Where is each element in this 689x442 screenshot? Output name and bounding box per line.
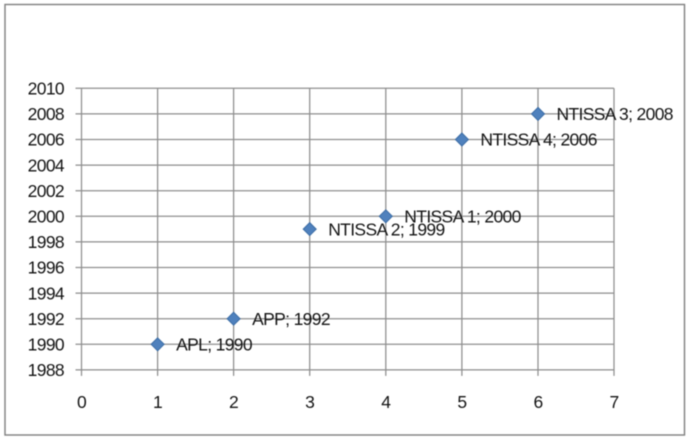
svg-text:4: 4 — [381, 392, 391, 412]
svg-text:2004: 2004 — [28, 155, 65, 175]
svg-text:6: 6 — [533, 392, 542, 412]
svg-text:NTISSA 2; 1999: NTISSA 2; 1999 — [328, 219, 444, 239]
svg-text:1998: 1998 — [28, 232, 64, 252]
svg-text:2002: 2002 — [28, 181, 64, 201]
svg-text:1992: 1992 — [28, 309, 64, 329]
svg-text:NTISSA 1; 2000: NTISSA 1; 2000 — [404, 207, 521, 227]
svg-text:5: 5 — [457, 392, 466, 412]
svg-text:NTISSA 3; 2008: NTISSA 3; 2008 — [557, 104, 673, 124]
svg-text:APP; 1992: APP; 1992 — [252, 309, 330, 329]
svg-text:2: 2 — [229, 392, 238, 412]
svg-text:2006: 2006 — [28, 130, 64, 150]
svg-text:1988: 1988 — [28, 360, 64, 380]
svg-text:1994: 1994 — [28, 283, 65, 303]
svg-text:1: 1 — [153, 392, 162, 412]
svg-text:2010: 2010 — [28, 79, 65, 99]
svg-text:2000: 2000 — [28, 207, 65, 227]
svg-text:0: 0 — [77, 392, 87, 412]
svg-text:2008: 2008 — [28, 104, 64, 124]
svg-text:7: 7 — [609, 392, 618, 412]
svg-text:3: 3 — [305, 392, 314, 412]
svg-text:NTISSA 4; 2006: NTISSA 4; 2006 — [480, 130, 596, 150]
svg-text:APL; 1990: APL; 1990 — [176, 335, 253, 355]
svg-text:1996: 1996 — [28, 258, 64, 278]
svg-text:1990: 1990 — [28, 335, 65, 355]
